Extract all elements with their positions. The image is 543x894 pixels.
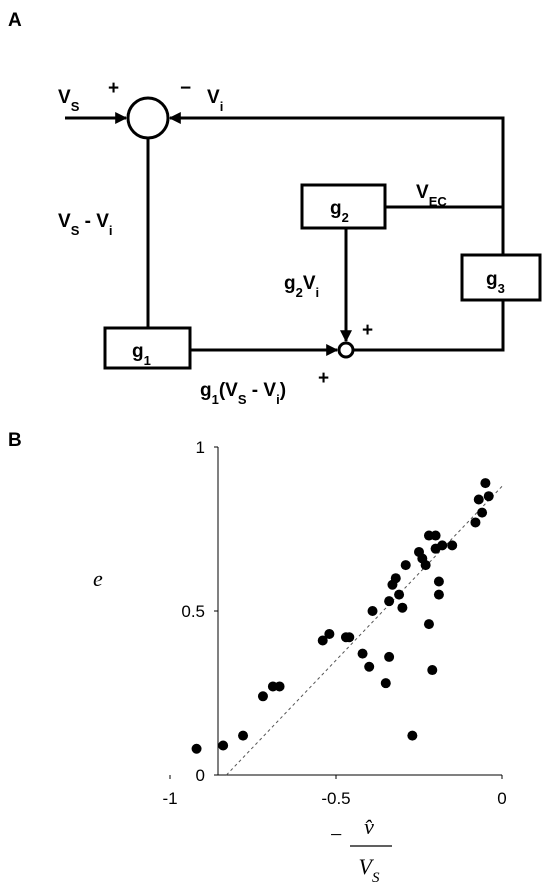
subscript: i	[316, 285, 320, 300]
point	[394, 589, 405, 600]
diagram-label: −	[180, 78, 191, 99]
diagram-label: g1	[132, 341, 151, 368]
y-tick-label: 1	[196, 438, 205, 457]
x-tick-label: -0.5	[321, 789, 350, 808]
out-wire	[353, 300, 505, 352]
point	[367, 606, 378, 616]
subscript: 2	[342, 210, 349, 225]
label-part: V	[58, 87, 71, 108]
y-tick-label: 0.5	[181, 602, 205, 621]
label-part: (V	[219, 380, 238, 401]
label-part: g	[486, 269, 498, 290]
point	[274, 681, 285, 692]
point	[384, 651, 395, 662]
subscript: i	[276, 392, 280, 407]
point	[477, 507, 488, 518]
point	[380, 678, 391, 689]
point	[390, 573, 401, 584]
diagram-label: Vi	[207, 87, 223, 114]
x-axis-label: − v̂ VS	[330, 814, 392, 886]
point	[324, 628, 335, 639]
point	[427, 665, 438, 676]
subscript: S	[71, 99, 80, 114]
add-junction	[337, 341, 355, 359]
point	[447, 540, 458, 551]
label-part: g	[284, 273, 296, 294]
label-part: g	[200, 380, 212, 401]
x-label-denominator: VS	[359, 854, 380, 886]
point	[433, 589, 444, 600]
point	[238, 730, 249, 741]
label-part: g	[330, 198, 342, 219]
subscript: S	[71, 223, 80, 238]
point	[423, 619, 434, 630]
x-label-numerator: v̂	[364, 814, 374, 839]
g3-box	[460, 253, 542, 302]
denominator-sub: S	[372, 870, 380, 886]
diagram-label: g2Vi	[284, 273, 319, 300]
diagram-label: VEC	[416, 182, 447, 209]
label-part: V	[58, 211, 71, 232]
point	[470, 517, 481, 528]
point	[407, 730, 418, 741]
panel-label: A	[8, 10, 22, 31]
diagram-label: +	[362, 320, 373, 341]
sum-junction	[126, 96, 170, 140]
y-axis-label: e	[93, 566, 103, 591]
block-diagram	[65, 96, 542, 370]
subscript: 3	[498, 281, 505, 296]
point	[397, 602, 408, 613]
point	[420, 560, 431, 571]
point	[317, 635, 328, 646]
point	[483, 491, 494, 502]
subscript: 1	[144, 353, 151, 368]
point	[430, 530, 441, 541]
diagram-label: g2	[330, 198, 349, 225]
point	[473, 494, 484, 505]
subscript: S	[238, 392, 247, 407]
x-label-sign: −	[330, 822, 342, 847]
label-part: - V	[79, 211, 109, 232]
point	[357, 648, 368, 659]
subscript: EC	[429, 194, 448, 209]
x-tick-label: 0	[497, 789, 506, 808]
point	[344, 632, 355, 643]
denominator-main: V	[359, 854, 375, 879]
label-part: V	[303, 273, 316, 294]
point	[480, 478, 491, 489]
point	[218, 740, 229, 751]
label-part: - V	[247, 380, 277, 401]
diagram-label: VS	[58, 87, 80, 114]
point	[191, 743, 202, 754]
diagram-label: g1(VS - Vi)	[200, 380, 286, 407]
x-tick-label: -1	[162, 789, 177, 808]
feedback-wire	[168, 112, 505, 255]
point	[257, 691, 268, 702]
subscript: i	[220, 99, 224, 114]
label-part: V	[416, 182, 429, 203]
point	[437, 540, 448, 551]
point	[364, 661, 375, 672]
g2-box	[300, 183, 387, 230]
point	[400, 560, 411, 571]
label-part: g	[132, 341, 144, 362]
diagram-label: +	[318, 368, 329, 389]
diagram-label: g3	[486, 269, 505, 296]
label-part: V	[207, 87, 220, 108]
g1-box	[103, 326, 192, 370]
subscript: i	[109, 223, 113, 238]
diagram-label: VS - Vi	[58, 211, 113, 238]
diagram-label: +	[108, 78, 119, 99]
label-part: )	[280, 380, 286, 401]
subscript: 1	[212, 392, 219, 407]
subscript: 2	[296, 285, 303, 300]
panel-label: B	[8, 430, 22, 451]
fit-line	[226, 486, 503, 776]
point	[433, 576, 444, 587]
y-tick-label: 0	[196, 766, 205, 785]
point	[384, 596, 395, 607]
